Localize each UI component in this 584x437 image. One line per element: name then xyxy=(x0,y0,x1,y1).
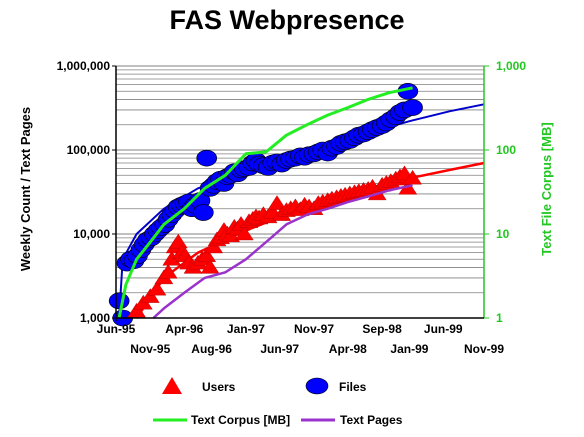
right-tick-labels: 1 10 100 1,000 xyxy=(484,59,526,325)
files-point xyxy=(193,204,214,221)
users-point xyxy=(140,288,160,303)
legend-item-text-pages: Text Pages xyxy=(301,413,403,427)
legend-item-files: Files xyxy=(305,377,367,395)
files-point xyxy=(108,292,130,310)
y-tick-label-right: 1 xyxy=(496,311,503,325)
users-point xyxy=(267,195,287,210)
x-tick-label: Apr-96 xyxy=(165,322,203,336)
legend-files-marker xyxy=(305,377,329,395)
users-point xyxy=(147,280,167,296)
users-point xyxy=(197,247,217,262)
legend-users-label: Users xyxy=(202,380,236,394)
users-point xyxy=(234,225,254,241)
users-trend-line xyxy=(135,161,485,319)
y-axis-label: Weekly Count / Text Pages xyxy=(18,107,33,271)
users-point xyxy=(168,233,188,249)
users-point xyxy=(200,259,220,274)
x-tick-label: Nov-99 xyxy=(464,342,504,356)
files-point xyxy=(196,149,218,167)
plot-area xyxy=(108,82,485,327)
x-tick-label: Nov-95 xyxy=(130,342,170,356)
x-tick-label: Jan-97 xyxy=(227,322,265,336)
y-tick-label: 1,000 xyxy=(80,311,110,325)
legend-item-users: Users xyxy=(162,377,236,394)
legend-text-corpus-label: Text Corpus [MB] xyxy=(191,413,290,427)
x-tick-labels: Jun-95 Apr-96 Jan-97 Nov-97 Sep-98 Jun-99Nov-… xyxy=(97,322,505,356)
legend: Users Files Text Corpus [MB] Text Pages xyxy=(153,377,403,427)
y-tick-label-right: 10 xyxy=(496,227,510,241)
chart-title: FAS Webpresence xyxy=(169,5,404,35)
x-tick-label: Jun-95 xyxy=(97,322,136,336)
y-tick-label-right: 1,000 xyxy=(496,59,526,73)
x-tick-label: Jun-99 xyxy=(424,322,463,336)
users-point xyxy=(158,263,178,279)
x-tick-label: Nov-97 xyxy=(294,322,334,336)
users-point xyxy=(403,169,422,185)
gridlines xyxy=(116,65,484,319)
text-pages-line xyxy=(152,184,413,319)
x-tick-label: Apr-98 xyxy=(329,342,367,356)
y-tick-label: 10,000 xyxy=(73,227,110,241)
legend-item-text-corpus: Text Corpus [MB] xyxy=(153,413,290,427)
y-tick-label: 1,000,000 xyxy=(57,59,111,73)
legend-text-pages-label: Text Pages xyxy=(340,413,403,427)
legend-files-label: Files xyxy=(339,380,367,394)
text-corpus-line xyxy=(117,86,413,319)
left-tick-labels: 1,000 10,000 100,000 1,000,000 xyxy=(57,59,116,325)
x-tick-label: Sep-98 xyxy=(362,322,402,336)
x-tick-label: Aug-96 xyxy=(191,342,232,356)
y-tick-label: 100,000 xyxy=(67,143,111,157)
legend-users-marker xyxy=(162,377,182,394)
x-tick-label: Jun-97 xyxy=(260,342,299,356)
files-point xyxy=(402,99,423,116)
y-tick-label-right: 100 xyxy=(496,143,516,157)
y-axis-label-right: Text File Corpus [MB] xyxy=(539,122,554,255)
x-tick-label: Jan-99 xyxy=(390,342,428,356)
